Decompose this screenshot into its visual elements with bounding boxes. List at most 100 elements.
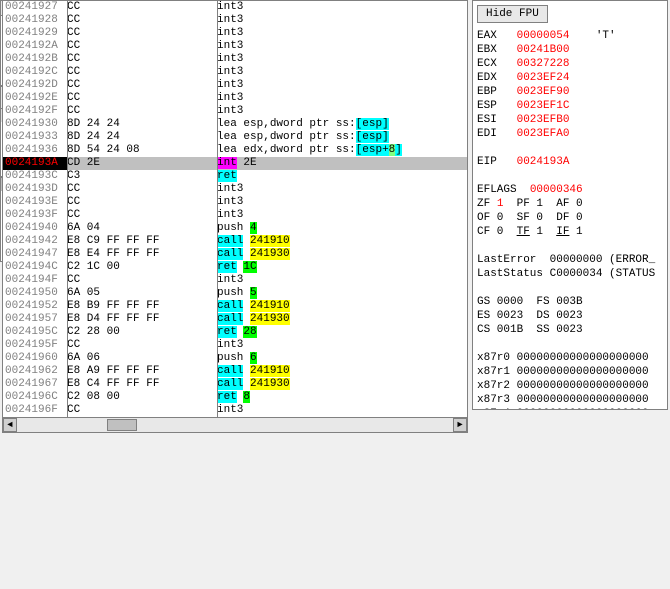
disassembly-panel[interactable]: 00241927CCint300241928CCint300241929CCin… — [2, 0, 468, 432]
fpu-row: x87r2 00000000000000000000 — [477, 379, 663, 393]
address: 00241960 — [3, 352, 67, 365]
flag-row: OF 0 SF 0 DF 0 — [477, 211, 663, 225]
bytes: CC — [67, 66, 217, 79]
bytes: C2 28 00 — [67, 326, 217, 339]
register-row: EBP 0023EF90 — [477, 85, 663, 99]
bytes: CC — [67, 53, 217, 66]
bytes: CC — [67, 105, 217, 118]
bytes: CC — [67, 79, 217, 92]
address: 00241933 — [3, 131, 67, 144]
bytes: 6A 06 — [67, 352, 217, 365]
disasm-row[interactable]: 0024195FCCint3 — [3, 339, 467, 352]
bytes: E8 C4 FF FF FF — [67, 378, 217, 391]
address: 0024192B — [3, 53, 67, 66]
instruction: call 241930 — [217, 378, 467, 391]
disasm-row[interactable]: 002419308D 24 24lea esp,dword ptr ss:[es… — [3, 118, 467, 131]
segment-row: ES 0023 DS 0023 — [477, 309, 663, 323]
bytes: CD 2E — [67, 157, 217, 170]
register-row: EDX 0023EF24 — [477, 71, 663, 85]
address: 0024195F — [3, 339, 67, 352]
address: 0024192A — [3, 40, 67, 53]
address: 0024193F — [3, 209, 67, 222]
address: 0024196F — [3, 404, 67, 417]
instruction: int3 — [217, 183, 467, 196]
instruction: int3 — [217, 274, 467, 287]
disasm-row[interactable]: 00241947E8 E4 FF FF FFcall 241930 — [3, 248, 467, 261]
fpu-row: x87r3 00000000000000000000 — [477, 393, 663, 407]
bytes: C2 1C 00 — [67, 261, 217, 274]
disasm-row[interactable]: 00241962E8 A9 FF FF FFcall 241910 — [3, 365, 467, 378]
disasm-row[interactable]: 0024194CC2 1C 00ret 1C — [3, 261, 467, 274]
disasm-row[interactable]: 0024194FCCint3 — [3, 274, 467, 287]
disasm-row[interactable]: 002419368D 54 24 08lea edx,dword ptr ss:… — [3, 144, 467, 157]
disasm-row[interactable]: 0024193ACD 2Eint 2E — [3, 157, 467, 170]
error-row: LastStatus C0000034 (STATUS — [477, 267, 663, 281]
flag-row: ZF 1 PF 1 AF 0 — [477, 197, 663, 211]
scroll-thumb[interactable] — [107, 419, 137, 431]
disasm-row[interactable]: 0024193DCCint3 — [3, 183, 467, 196]
address: 00241950 — [3, 287, 67, 300]
disasm-row[interactable]: 00241952E8 B9 FF FF FFcall 241910 — [3, 300, 467, 313]
address: 0024194F — [3, 274, 67, 287]
disasm-row[interactable]: 0024193CC3ret — [3, 170, 467, 183]
bytes: 8D 54 24 08 — [67, 144, 217, 157]
disasm-row[interactable]: 0024192BCCint3 — [3, 53, 467, 66]
disasm-row[interactable]: 00241957E8 D4 FF FF FFcall 241930 — [3, 313, 467, 326]
disasm-row[interactable]: 0024192ACCint3 — [3, 40, 467, 53]
disasm-row[interactable]: 00241929CCint3 — [3, 27, 467, 40]
register-row: ESI 0023EFB0 — [477, 113, 663, 127]
bytes: C2 08 00 — [67, 391, 217, 404]
address: 0024194C — [3, 261, 67, 274]
disasm-row[interactable]: 0024192FCCint3 — [3, 105, 467, 118]
disasm-row[interactable]: 0024192ECCint3 — [3, 92, 467, 105]
hide-fpu-button[interactable]: Hide FPU — [477, 5, 548, 23]
error-row: LastError 00000000 (ERROR_ — [477, 253, 663, 267]
disasm-row[interactable]: 00241967E8 C4 FF FF FFcall 241930 — [3, 378, 467, 391]
instruction: ret 8 — [217, 391, 467, 404]
bytes: 8D 24 24 — [67, 118, 217, 131]
disasm-row[interactable]: 0024193FCCint3 — [3, 209, 467, 222]
instruction: int3 — [217, 105, 467, 118]
disasm-row[interactable]: 00241927CCint3 — [3, 1, 467, 14]
instruction: push 5 — [217, 287, 467, 300]
instruction: int3 — [217, 53, 467, 66]
address: 00241942 — [3, 235, 67, 248]
disasm-row[interactable]: 00241942E8 C9 FF FF FFcall 241910 — [3, 235, 467, 248]
instruction: int3 — [217, 404, 467, 417]
address: 00241929 — [3, 27, 67, 40]
instruction: call 241910 — [217, 235, 467, 248]
eip-row: EIP 0024193A — [477, 155, 663, 169]
instruction: int3 — [217, 92, 467, 105]
registers-panel: Hide FPU EAX 00000054 'T'EBX 00241B00ECX… — [472, 0, 668, 410]
instruction: int3 — [217, 14, 467, 27]
instruction: push 4 — [217, 222, 467, 235]
flag-row: CF 0 TF 1 IF 1 — [477, 225, 663, 239]
bytes: 6A 04 — [67, 222, 217, 235]
disasm-row[interactable]: 002419606A 06push 6 — [3, 352, 467, 365]
address: 0024196C — [3, 391, 67, 404]
instruction: call 241930 — [217, 313, 467, 326]
register-row: ECX 00327228 — [477, 57, 663, 71]
disasm-row[interactable]: 002419506A 05push 5 — [3, 287, 467, 300]
address: 00241930 — [3, 118, 67, 131]
instruction: int3 — [217, 339, 467, 352]
eflags-row: EFLAGS 00000346 — [477, 183, 663, 197]
disasm-row[interactable]: 002419406A 04push 4 — [3, 222, 467, 235]
register-row: EBX 00241B00 — [477, 43, 663, 57]
bytes: 8D 24 24 — [67, 131, 217, 144]
scroll-left-arrow[interactable]: ◄ — [3, 418, 17, 432]
bytes: E8 B9 FF FF FF — [67, 300, 217, 313]
disasm-row[interactable]: 0024192DCCint3 — [3, 79, 467, 92]
disasm-row[interactable]: 0024196CC2 08 00ret 8 — [3, 391, 467, 404]
scroll-right-arrow[interactable]: ► — [453, 418, 467, 432]
disasm-row[interactable]: 0024195CC2 28 00ret 28 — [3, 326, 467, 339]
disasm-hscroll[interactable]: ◄ ► — [2, 417, 468, 433]
disasm-row[interactable]: 002419338D 24 24lea esp,dword ptr ss:[es… — [3, 131, 467, 144]
bytes: E8 A9 FF FF FF — [67, 365, 217, 378]
disasm-row[interactable]: 0024196FCCint3 — [3, 404, 467, 417]
disasm-row[interactable]: 0024192CCCint3 — [3, 66, 467, 79]
instruction: int3 — [217, 79, 467, 92]
bytes: C3 — [67, 170, 217, 183]
disasm-row[interactable]: 0024193ECCint3 — [3, 196, 467, 209]
disasm-row[interactable]: 00241928CCint3 — [3, 14, 467, 27]
